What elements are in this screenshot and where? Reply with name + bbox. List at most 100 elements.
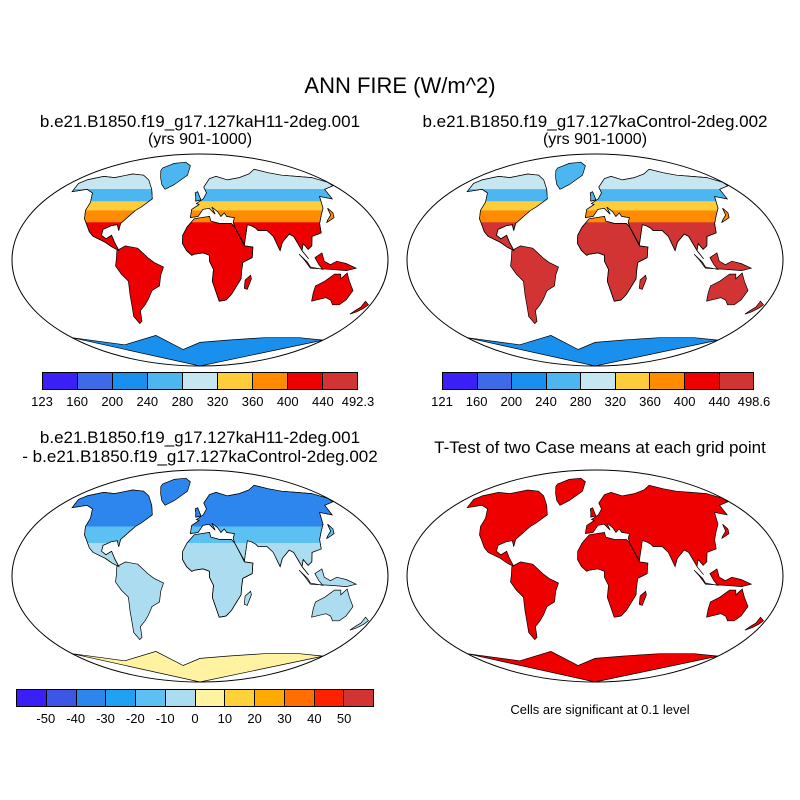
region-greenland bbox=[555, 161, 586, 190]
region-australia bbox=[706, 272, 749, 306]
latitude-band bbox=[467, 169, 729, 190]
region-south-america bbox=[510, 561, 559, 641]
colorbar-label: 498.6 bbox=[737, 394, 771, 409]
colorbar-swatch bbox=[477, 373, 513, 389]
map-panel-2 bbox=[406, 153, 784, 367]
region-antarctica bbox=[72, 651, 324, 682]
region-australia bbox=[706, 588, 749, 622]
region-australia bbox=[311, 588, 354, 622]
region-greenland bbox=[160, 161, 191, 190]
colorbar-swatch bbox=[344, 690, 373, 706]
colorbar-label: -30 bbox=[96, 711, 115, 726]
colorbar-swatch bbox=[183, 373, 218, 389]
colorbar-panel-1: 123 160 200 240 280 320 360 400 440 492.3 bbox=[31, 372, 374, 412]
colorbar-label: 360 bbox=[241, 394, 264, 409]
colorbar-label: 40 bbox=[307, 711, 322, 726]
colorbar-boxes bbox=[442, 372, 754, 390]
region-eurasia bbox=[584, 484, 729, 576]
latitude-band bbox=[72, 201, 334, 211]
region-south-america bbox=[510, 245, 559, 325]
panel-2-title: b.e21.B1850.f19_g17.127kaControl-2deg.00… bbox=[422, 112, 768, 131]
region-africa bbox=[577, 532, 649, 618]
colorbar-swatch bbox=[17, 690, 47, 706]
colorbar-swatch bbox=[253, 373, 288, 389]
coastline bbox=[194, 191, 202, 202]
region-madagascar bbox=[638, 590, 647, 606]
colorbar-swatch bbox=[78, 373, 113, 389]
colorbar-swatch bbox=[443, 373, 478, 389]
colorbar-label: 50 bbox=[336, 711, 352, 726]
region-new-zealand bbox=[744, 616, 765, 631]
colorbar-swatch bbox=[615, 373, 651, 389]
coastline bbox=[466, 173, 548, 252]
latitude-band bbox=[467, 189, 729, 202]
latitude-band bbox=[72, 210, 334, 223]
region-antarctica bbox=[467, 651, 719, 682]
colorbar-swatch bbox=[284, 690, 315, 706]
colorbar-boxes bbox=[42, 372, 358, 390]
colorbar-label: 30 bbox=[277, 711, 292, 726]
colorbar-swatch bbox=[46, 690, 77, 706]
colorbar-swatch bbox=[650, 373, 685, 389]
colorbar-panel-2: 121 160 200 240 280 320 360 400 440 498.6 bbox=[431, 372, 770, 412]
map-border bbox=[11, 469, 389, 683]
panel-1-title: b.e21.B1850.f19_g17.127kaH11-2deg.001 bbox=[39, 112, 361, 131]
panel-2-years: (yrs 901-1000) bbox=[542, 131, 648, 148]
latitude-bands bbox=[467, 169, 729, 223]
colorbar-swatch bbox=[165, 690, 196, 706]
latitude-band bbox=[467, 201, 729, 211]
colorbar-label: -10 bbox=[155, 711, 175, 726]
colorbar-label: 400 bbox=[673, 394, 696, 409]
coastline bbox=[189, 168, 334, 260]
colorbar-label: 280 bbox=[171, 394, 194, 409]
region-north-america bbox=[466, 489, 548, 568]
coastline bbox=[182, 216, 254, 302]
colorbar-boxes bbox=[16, 689, 374, 707]
colorbar-label: 440 bbox=[708, 394, 731, 409]
region-greenland bbox=[160, 477, 191, 506]
region-australia bbox=[311, 272, 354, 306]
region-antarctica bbox=[72, 335, 324, 366]
coastline bbox=[182, 532, 254, 618]
significance-note: Cells are significant at 0.1 level bbox=[510, 702, 690, 717]
latitude-band bbox=[72, 543, 334, 559]
map-border bbox=[406, 469, 784, 683]
coastline bbox=[326, 207, 335, 224]
colorbar-swatch bbox=[106, 690, 136, 706]
coastline bbox=[584, 168, 729, 260]
colorbar-swatch bbox=[225, 690, 255, 706]
region-uk bbox=[589, 507, 597, 518]
map-border bbox=[406, 153, 784, 367]
latitude-band bbox=[72, 485, 334, 527]
colorbar-swatch bbox=[719, 373, 754, 389]
colorbar-panel-3: -50 -40 -30 -20 -10 0 10 20 30 40 50 bbox=[16, 689, 374, 729]
colorbar-swatch bbox=[512, 373, 547, 389]
colorbar-swatch bbox=[323, 373, 357, 389]
coastline bbox=[71, 173, 153, 252]
region-madagascar bbox=[638, 274, 647, 290]
colorbar-swatch bbox=[136, 690, 166, 706]
panel-1-years: (yrs 901-1000) bbox=[147, 131, 253, 148]
colorbar-label: 200 bbox=[101, 394, 124, 409]
region-new-zealand bbox=[349, 616, 370, 631]
coastline bbox=[326, 523, 335, 540]
figure-title: ANN FIRE (W/m^2) bbox=[304, 73, 496, 98]
coastline bbox=[189, 484, 334, 576]
land-layer bbox=[466, 477, 765, 682]
colorbar-label: 20 bbox=[247, 711, 262, 726]
region-new-zealand bbox=[349, 300, 370, 315]
colorbar-swatch bbox=[684, 373, 720, 389]
region-new-zealand bbox=[744, 300, 765, 315]
coastline bbox=[71, 489, 153, 568]
panel-4-title: T-Test of two Case means at each grid po… bbox=[434, 438, 766, 457]
colorbar-swatch bbox=[43, 373, 78, 389]
colorbar-swatch bbox=[218, 373, 253, 389]
map-panel-1 bbox=[11, 153, 389, 367]
colorbar-swatch bbox=[113, 373, 148, 389]
colorbar-swatch bbox=[314, 690, 345, 706]
colorbar-swatch bbox=[546, 373, 582, 389]
coastline bbox=[721, 207, 730, 224]
latitude-bands bbox=[72, 169, 334, 223]
region-south-america bbox=[115, 245, 164, 325]
region-madagascar bbox=[243, 590, 252, 606]
